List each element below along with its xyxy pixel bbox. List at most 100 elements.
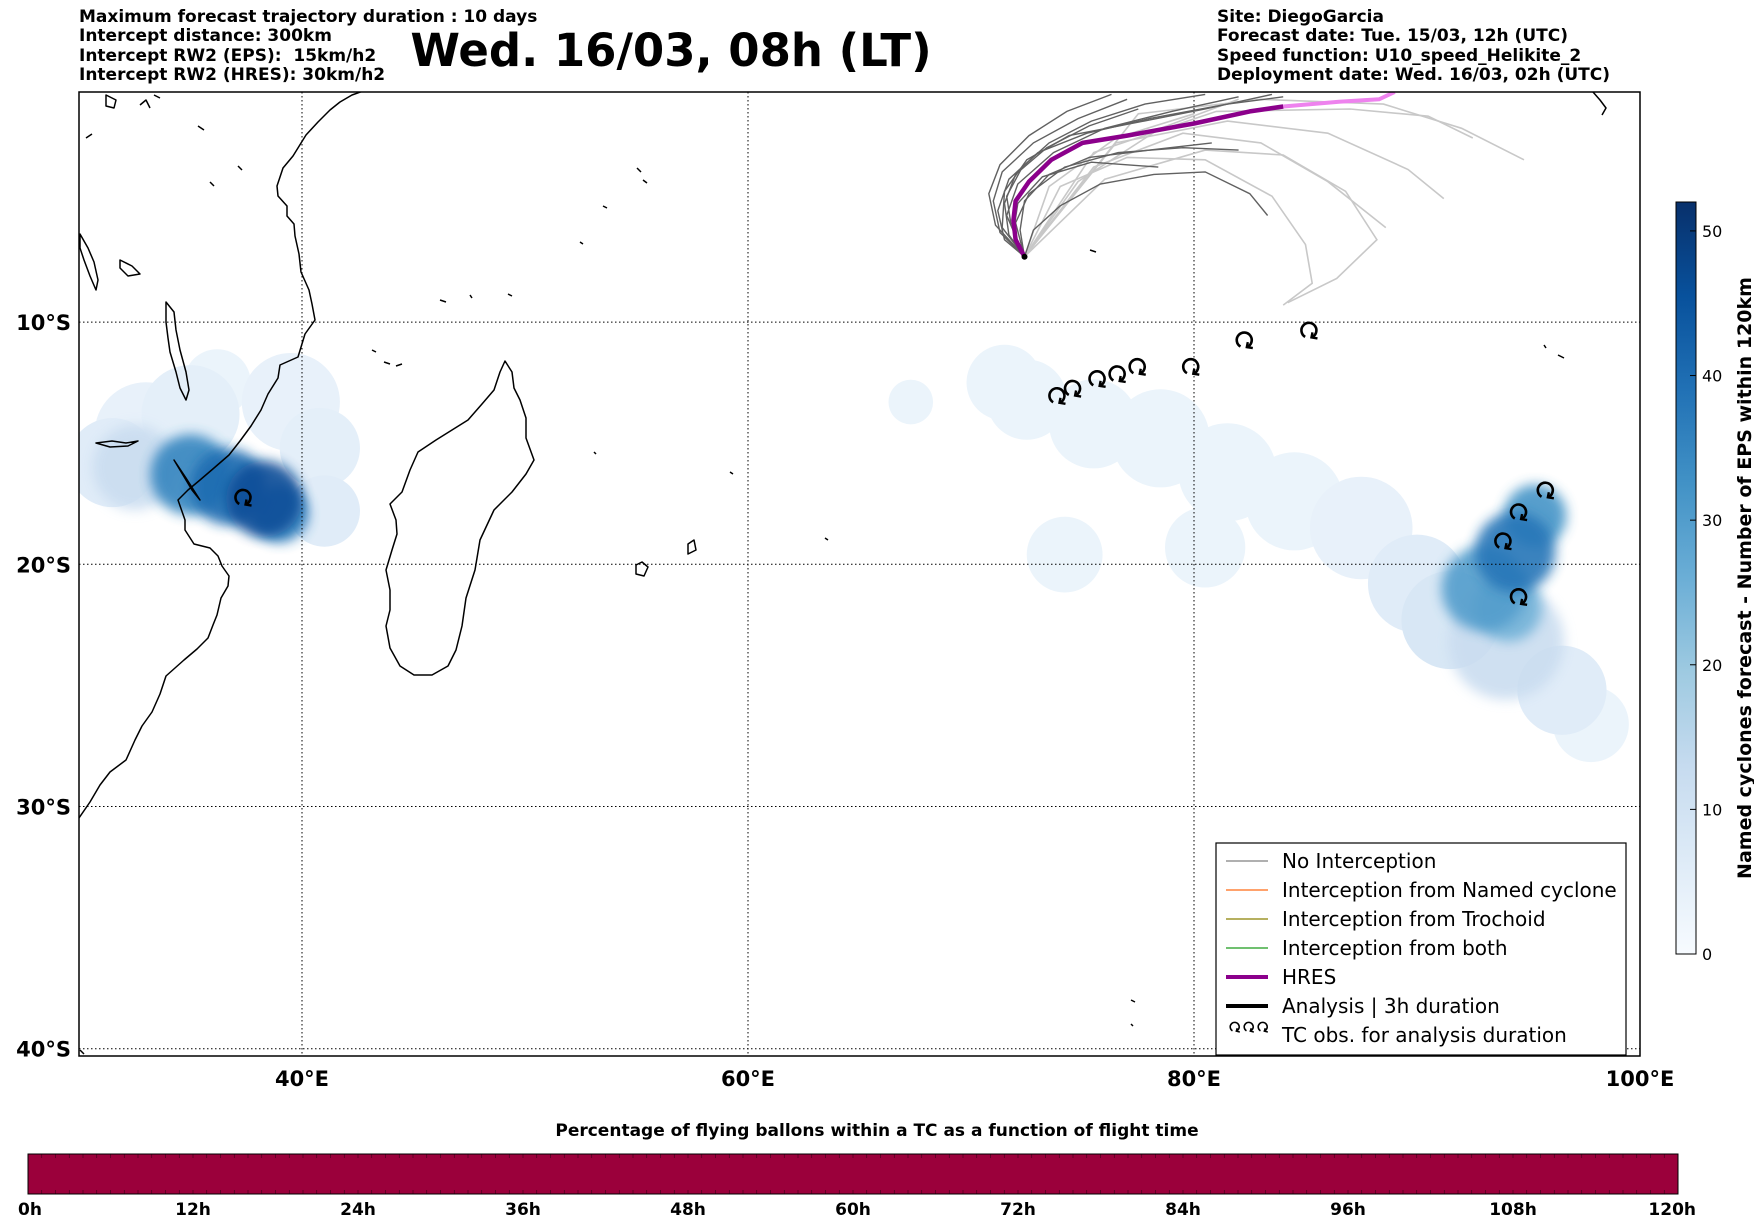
mauritius-island — [687, 539, 697, 555]
flight-time-tick-label: 120h — [1648, 1200, 1696, 1220]
eps-colorbar: 0 10 20 30 40 50 Named cyclones forecast - Nu… — [1675, 201, 1754, 964]
tc-obs-symbol — [1088, 370, 1106, 389]
legend-label: Analysis | 3h duration — [1282, 994, 1500, 1018]
longitude-tick-label: 40°E — [275, 1067, 329, 1091]
legend-item: HRES — [1226, 965, 1336, 989]
flight-time-tick-label: 84h — [1165, 1200, 1201, 1220]
eps-track — [997, 96, 1284, 258]
colorbar-tick-label: 20 — [1702, 656, 1722, 675]
small-islands-east — [593, 92, 1607, 1027]
tc-obs-symbol — [234, 488, 252, 507]
hres-track — [1011, 92, 1396, 258]
seychelles — [439, 167, 648, 303]
tc-obs-symbol — [1509, 588, 1528, 607]
madagascar-coastline — [385, 360, 535, 676]
map-title-text: Wed. 16/03, 08h (LT) — [410, 24, 932, 77]
legend-label: No Interception — [1282, 849, 1436, 873]
tc-obs-symbol — [1063, 379, 1082, 398]
density-blob — [1474, 512, 1556, 593]
legend-label: Interception from Named cyclone — [1282, 878, 1617, 902]
zambezi-feature — [173, 459, 201, 501]
header-line-forecast-date: Forecast date: Tue. 15/03, 12h (UTC) — [1217, 26, 1568, 47]
tc-obs-symbol — [1257, 1021, 1269, 1033]
flight-time-tick-label: 24h — [340, 1200, 376, 1220]
flight-time-tick-label: 36h — [505, 1200, 541, 1220]
lake-tanganyika — [79, 233, 99, 291]
longitude-tick-label: 60°E — [721, 1067, 775, 1091]
longitude-tick-label: 80°E — [1167, 1067, 1221, 1091]
africa-coastline — [79, 92, 363, 819]
header-info-right: Site: DiegoGarcia Forecast date: Tue. 15… — [1217, 7, 1611, 85]
map-legend: No Interception Interception from Named c… — [1215, 842, 1627, 1056]
colorbar-tick-label: 40 — [1702, 367, 1722, 386]
density-blob — [986, 359, 1067, 440]
legend-label: HRES — [1282, 965, 1336, 989]
header-line-deployment-date: Deployment date: Wed. 16/03, 02h (UTC) — [1217, 64, 1611, 85]
eps-density-field — [79, 344, 1629, 763]
flight-time-tick-label: 96h — [1330, 1200, 1366, 1220]
lake-cahora — [95, 440, 139, 448]
density-blob — [1026, 516, 1103, 593]
latitude-tick-label: 20°S — [16, 553, 71, 577]
flight-time-tick-label: 108h — [1489, 1200, 1537, 1220]
lake-malawi — [165, 301, 190, 401]
density-blob — [141, 365, 240, 464]
eps-track-light — [1023, 156, 1314, 306]
comoros — [371, 349, 403, 367]
legend-item: No Interception — [1226, 849, 1436, 873]
density-blob — [288, 475, 360, 547]
tc-obs-symbol — [1243, 1021, 1255, 1033]
flight-time-tick-label: 60h — [835, 1200, 871, 1220]
hres-track-line — [1011, 104, 1284, 258]
flight-time-tick-label: 48h — [670, 1200, 706, 1220]
eps-track — [992, 98, 1128, 258]
density-blob — [226, 461, 302, 537]
tc-obs-symbol — [1128, 357, 1146, 376]
site-marker — [1021, 253, 1028, 260]
colorbar-tick-label: 0 — [1702, 945, 1712, 964]
longitude-tick-label: 100°E — [1606, 1067, 1675, 1091]
tc-obs-symbol — [1494, 532, 1512, 551]
eps-track-light — [1023, 132, 1387, 258]
latitude-tick-label: 40°S — [16, 1038, 71, 1062]
latitude-tick-label: 30°S — [16, 796, 71, 820]
header-line-rw2-hres: Intercept RW2 (HRES): 30km/h2 — [79, 64, 386, 85]
legend-label: Interception from both — [1282, 936, 1508, 960]
legend-item: Analysis | 3h duration — [1226, 994, 1500, 1018]
flight-time-tick-label: 72h — [1000, 1200, 1036, 1220]
colorbar-label: Named cyclones forecast - Number of EPS … — [1734, 277, 1754, 879]
map-frame — [78, 91, 1641, 1057]
flight-bar-title: Percentage of flying ballons within a TC… — [555, 1121, 1199, 1141]
tc-obs-symbol — [1300, 321, 1318, 340]
header-line-site: Site: DiegoGarcia — [1217, 7, 1384, 27]
lake-kivu — [119, 259, 141, 277]
eps-track-light — [1023, 113, 1195, 257]
colorbar-gradient — [1675, 201, 1697, 955]
colorbar-tick-label: 10 — [1702, 800, 1722, 819]
eps-track — [1003, 108, 1139, 258]
header-line-duration: Maximum forecast trajectory duration : 1… — [79, 7, 538, 27]
colorbar-tick-label: 30 — [1702, 511, 1722, 530]
legend-label: TC obs. for analysis duration — [1281, 1023, 1567, 1047]
eps-track-light — [1023, 98, 1239, 258]
tc-obs-symbol — [1108, 365, 1126, 384]
map-title: Wed. 16/03, 08h (LT) — [0, 24, 1754, 77]
map-tick-labels: 40°E 60°E 80°E 100°E 10°S 20°S 30°S 40°S — [16, 311, 1674, 1091]
latitude-tick-label: 10°S — [16, 311, 71, 335]
tc-obs-symbol — [1235, 331, 1254, 350]
legend-item: Interception from Trochoid — [1226, 907, 1546, 931]
tc-obs-symbol — [1536, 481, 1555, 500]
hres-track-tail — [1283, 92, 1396, 109]
legend-frame — [1215, 842, 1627, 1056]
density-blob — [279, 407, 360, 489]
eps-track — [1023, 171, 1269, 257]
eps-track-light — [1023, 149, 1378, 304]
eps-track — [988, 93, 1112, 258]
tc-observations — [234, 321, 1555, 607]
header-line-speed-function: Speed function: U10_speed_Helikite_2 — [1217, 45, 1582, 66]
density-blob — [1165, 507, 1246, 588]
density-blob — [888, 379, 934, 425]
tc-obs-symbol — [1509, 503, 1528, 522]
flight-time-tick-label: 0h — [18, 1200, 42, 1220]
